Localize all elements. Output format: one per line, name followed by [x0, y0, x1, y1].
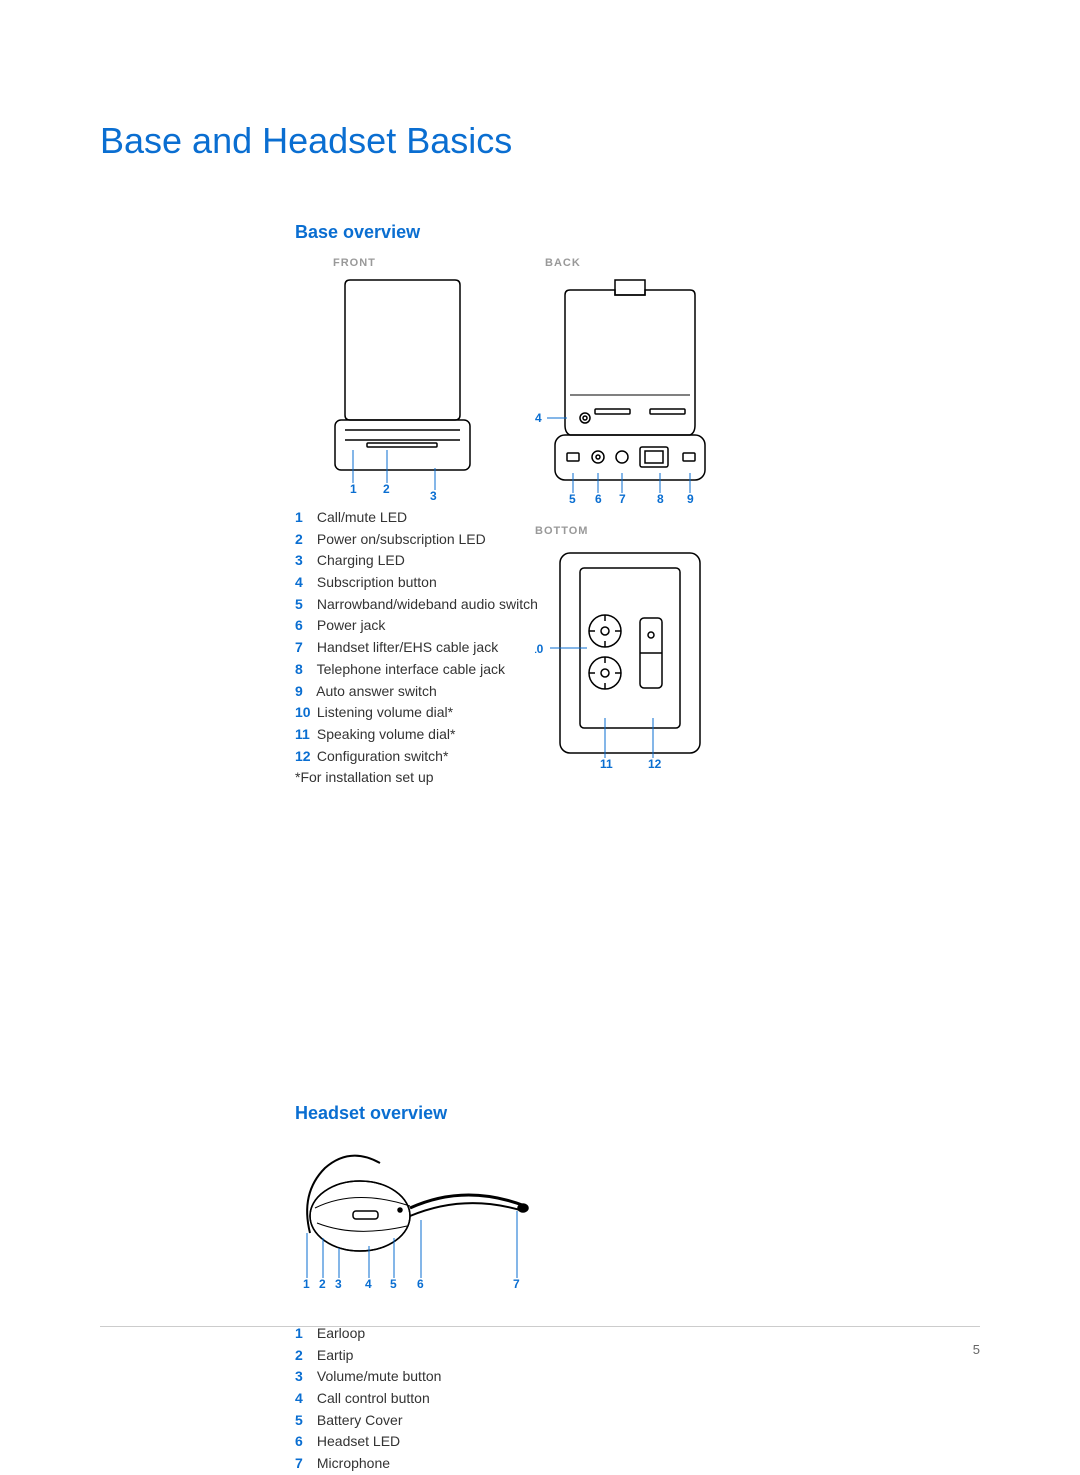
svg-text:7: 7	[513, 1277, 520, 1291]
legend-item: 2 Eartip	[295, 1345, 980, 1367]
legend-text: Power jack	[313, 617, 385, 633]
page-title: Base and Headset Basics	[100, 120, 980, 162]
svg-text:12: 12	[648, 757, 662, 771]
legend-item: 3 Charging LED	[295, 550, 555, 572]
legend-number: 5	[295, 594, 313, 616]
legend-item: 3 Volume/mute button	[295, 1366, 980, 1388]
svg-text:5: 5	[390, 1277, 397, 1291]
back-svg: 4 5 6 7 8 9	[535, 275, 735, 510]
svg-text:6: 6	[417, 1277, 424, 1291]
legend-text: Microphone	[313, 1455, 390, 1471]
legend-item: 1 Call/mute LED	[295, 507, 555, 529]
legend-item: 9 Auto answer switch	[295, 681, 555, 703]
legend-number: 10	[295, 702, 313, 724]
svg-text:5: 5	[569, 492, 576, 506]
legend-number: 2	[295, 1345, 313, 1367]
legend-item: 12 Configuration switch*	[295, 746, 555, 768]
svg-text:1: 1	[303, 1277, 310, 1291]
legend-number: 6	[295, 1431, 313, 1453]
headset-legend: 1 Earloop2 Eartip3 Volume/mute button4 C…	[295, 1323, 980, 1475]
headset-svg: 123 4 5 6 7	[295, 1138, 575, 1298]
legend-number: 3	[295, 550, 313, 572]
footer-rule	[100, 1326, 980, 1327]
legend-text: Narrowband/wideband audio switch	[313, 596, 538, 612]
legend-item: 2 Power on/subscription LED	[295, 529, 555, 551]
legend-number: 2	[295, 529, 313, 551]
legend-text: Configuration switch*	[313, 748, 448, 764]
legend-text: Auto answer switch	[313, 683, 437, 699]
svg-text:3: 3	[335, 1277, 342, 1291]
back-label: BACK	[545, 257, 735, 269]
legend-text: Listening volume dial*	[313, 704, 453, 720]
legend-number: 8	[295, 659, 313, 681]
legend-item: 4 Subscription button	[295, 572, 555, 594]
legend-number: 9	[295, 681, 313, 703]
svg-text:6: 6	[595, 492, 602, 506]
legend-item: 6 Power jack	[295, 615, 555, 637]
front-label: FRONT	[333, 257, 515, 269]
base-heading: Base overview	[295, 222, 980, 243]
legend-text: Subscription button	[313, 574, 437, 590]
svg-text:4: 4	[535, 411, 542, 425]
legend-number: 7	[295, 1453, 313, 1475]
legend-item: 7 Microphone	[295, 1453, 980, 1475]
legend-text: Call control button	[313, 1390, 430, 1406]
legend-item: 5 Battery Cover	[295, 1410, 980, 1432]
legend-item: 10 Listening volume dial*	[295, 702, 555, 724]
svg-text:9: 9	[687, 492, 694, 506]
legend-number: 11	[295, 724, 313, 746]
legend-text: Call/mute LED	[313, 509, 407, 525]
legend-text: Power on/subscription LED	[313, 531, 486, 547]
legend-text: Earloop	[313, 1325, 365, 1341]
legend-number: 5	[295, 1410, 313, 1432]
legend-text: Telephone interface cable jack	[313, 661, 505, 677]
legend-text: Handset lifter/EHS cable jack	[313, 639, 498, 655]
svg-text:8: 8	[657, 492, 664, 506]
svg-text:1: 1	[350, 482, 357, 496]
headset-heading: Headset overview	[295, 1103, 980, 1124]
legend-item: 4 Call control button	[295, 1388, 980, 1410]
legend-item: 7 Handset lifter/EHS cable jack	[295, 637, 555, 659]
legend-number: 12	[295, 746, 313, 768]
legend-text: Eartip	[313, 1347, 353, 1363]
legend-text: Volume/mute button	[313, 1368, 441, 1384]
legend-number: 4	[295, 1388, 313, 1410]
legend-item: 11 Speaking volume dial*	[295, 724, 555, 746]
legend-text: Headset LED	[313, 1433, 400, 1449]
base-legend: 1 Call/mute LED2 Power on/subscription L…	[295, 507, 555, 789]
legend-footnote: *For installation set up	[295, 767, 555, 789]
svg-text:3: 3	[430, 489, 437, 503]
legend-item: 5 Narrowband/wideband audio switch	[295, 594, 555, 616]
bottom-svg: 101112	[535, 543, 735, 778]
svg-text:11: 11	[600, 757, 613, 771]
legend-number: 4	[295, 572, 313, 594]
svg-text:2: 2	[319, 1277, 326, 1291]
legend-number: 7	[295, 637, 313, 659]
base-overview-section: Base overview FRONT 123	[100, 222, 980, 783]
legend-text: Charging LED	[313, 552, 405, 568]
svg-text:2: 2	[383, 482, 390, 496]
legend-number: 1	[295, 507, 313, 529]
legend-text: Battery Cover	[313, 1412, 402, 1428]
legend-number: 3	[295, 1366, 313, 1388]
svg-text:7: 7	[619, 492, 626, 506]
legend-item: 6 Headset LED	[295, 1431, 980, 1453]
legend-item: 8 Telephone interface cable jack	[295, 659, 555, 681]
svg-text:4: 4	[365, 1277, 372, 1291]
page-number: 5	[973, 1342, 980, 1357]
legend-number: 6	[295, 615, 313, 637]
front-svg: 1 2 3	[295, 275, 515, 510]
headset-overview-section: Headset overview	[100, 1103, 980, 1475]
bottom-label: BOTTOM	[535, 525, 735, 537]
legend-text: Speaking volume dial*	[313, 726, 455, 742]
